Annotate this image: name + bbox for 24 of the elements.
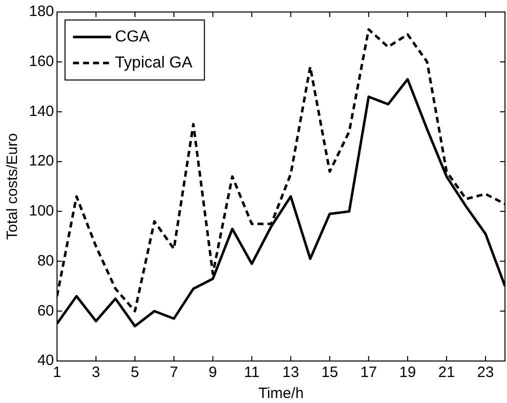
x-tick-label: 1 xyxy=(52,364,62,382)
x-tick-label: 11 xyxy=(244,364,260,382)
x-tick-label: 3 xyxy=(92,364,100,382)
y-axis-title: Total costs/Euro xyxy=(4,133,22,240)
y-tick-label: 60 xyxy=(37,302,54,320)
y-tick-label: 140 xyxy=(28,102,54,120)
x-tick-label: 13 xyxy=(282,364,300,382)
x-tick-label: 21 xyxy=(438,364,455,382)
x-tick-label: 19 xyxy=(399,364,416,382)
y-tick-label: 80 xyxy=(37,252,54,270)
x-tick-label: 17 xyxy=(360,364,378,382)
x-tick-label: 5 xyxy=(130,364,140,382)
y-tick-label: 180 xyxy=(28,3,54,20)
x-tick-label: 9 xyxy=(208,364,218,382)
y-tick-label: 120 xyxy=(28,152,54,170)
x-axis-title: Time/h xyxy=(258,385,304,402)
y-tick-label: 40 xyxy=(37,352,54,370)
x-tick-label: 23 xyxy=(477,364,494,382)
y-tick-label: 160 xyxy=(28,53,54,70)
x-tick-label: 7 xyxy=(170,364,178,382)
y-tick-label: 100 xyxy=(28,202,54,220)
legend-label: Typical GA xyxy=(115,54,193,72)
x-tick-label: 15 xyxy=(321,364,338,382)
legend-label: CGA xyxy=(115,28,150,46)
